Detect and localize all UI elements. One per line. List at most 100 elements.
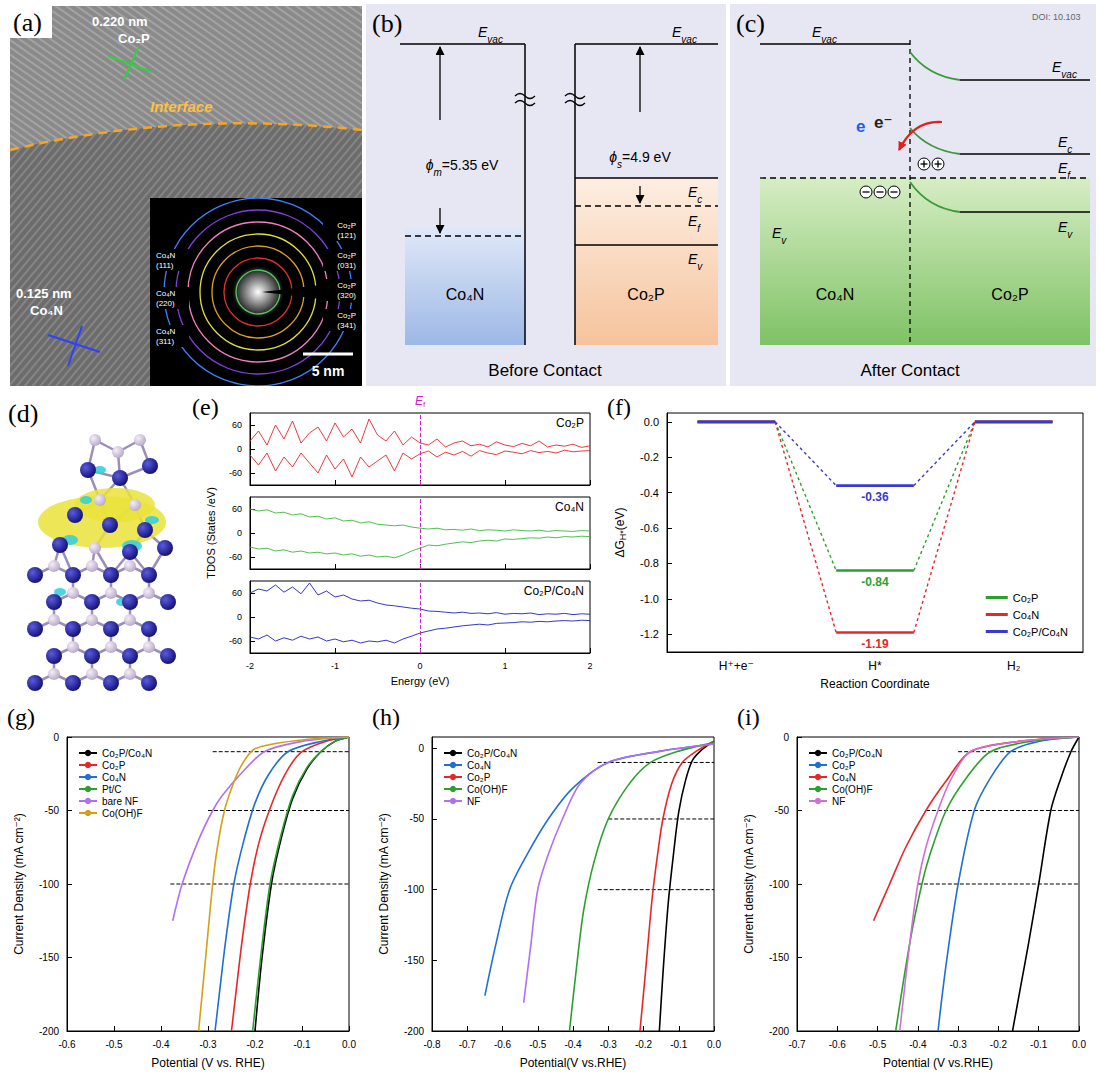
- svg-text:-60: -60: [229, 552, 242, 562]
- svg-text:-0.6: -0.6: [829, 1039, 847, 1050]
- svg-text:-0.3: -0.3: [950, 1039, 968, 1050]
- svg-text:-0.7: -0.7: [459, 1039, 477, 1050]
- svg-text:0: 0: [417, 661, 422, 671]
- svg-text:Ec: Ec: [1058, 134, 1072, 155]
- svg-text:-0.6: -0.6: [640, 522, 659, 534]
- svg-text:Co₄N: Co₄N: [156, 289, 175, 298]
- svg-text:-150: -150: [769, 952, 789, 963]
- svg-text:-0.6: -0.6: [494, 1039, 512, 1050]
- svg-text:Co₄N: Co₄N: [30, 303, 63, 318]
- svg-text:60: 60: [232, 504, 242, 514]
- svg-text:(c): (c): [736, 9, 765, 38]
- svg-text:-0.3: -0.3: [199, 1039, 217, 1050]
- svg-text:-50: -50: [45, 805, 60, 816]
- svg-text:Energy (eV): Energy (eV): [391, 675, 450, 687]
- svg-text:(220): (220): [156, 299, 175, 308]
- svg-text:(341): (341): [337, 321, 356, 330]
- svg-text:-0.84: -0.84: [861, 575, 889, 589]
- svg-text:-1: -1: [331, 661, 339, 671]
- svg-text:-200: -200: [769, 1026, 789, 1037]
- svg-text:Co(OH)F: Co(OH)F: [102, 808, 143, 819]
- svg-text:H*: H*: [868, 659, 882, 673]
- svg-text:Co₂P: Co₂P: [832, 760, 856, 771]
- svg-text:Co₄N: Co₄N: [156, 327, 175, 336]
- svg-text:-100: -100: [404, 884, 424, 895]
- svg-text:Reaction Coordinate: Reaction Coordinate: [820, 677, 930, 691]
- svg-text:0: 0: [783, 732, 789, 743]
- svg-text:Evac: Evac: [812, 24, 837, 45]
- svg-text:Co₂P: Co₂P: [991, 286, 1028, 303]
- svg-text:0: 0: [237, 612, 242, 622]
- svg-text:(320): (320): [337, 291, 356, 300]
- svg-text:bare NF: bare NF: [102, 796, 138, 807]
- svg-text:NF: NF: [832, 796, 845, 807]
- svg-text:-0.4: -0.4: [564, 1039, 582, 1050]
- svg-text:-100: -100: [39, 879, 59, 890]
- svg-text:-0.1: -0.1: [1030, 1039, 1048, 1050]
- svg-text:Co₄N: Co₄N: [816, 286, 855, 303]
- svg-text:Co₂P/Co₄N: Co₂P/Co₄N: [467, 748, 517, 759]
- svg-text:(311): (311): [156, 337, 174, 346]
- svg-text:(i): (i): [737, 705, 760, 730]
- svg-text:(g): (g): [7, 705, 35, 730]
- svg-text:0: 0: [53, 732, 59, 743]
- svg-text:(d): (d): [8, 399, 38, 428]
- svg-text:-0.8: -0.8: [423, 1039, 441, 1050]
- svg-text:Co₂P: Co₂P: [1013, 592, 1039, 604]
- svg-text:-60: -60: [229, 468, 242, 478]
- svg-text:Co₄N: Co₄N: [156, 251, 175, 260]
- svg-text:-60: -60: [229, 636, 242, 646]
- svg-text:(eV): (eV): [613, 507, 627, 530]
- svg-text:-50: -50: [410, 813, 425, 824]
- svg-text:Co₂P: Co₂P: [118, 31, 150, 46]
- svg-text:Co₄N: Co₄N: [467, 760, 491, 771]
- svg-text:-0.1: -0.1: [670, 1039, 688, 1050]
- svg-text:Evac: Evac: [672, 24, 697, 45]
- svg-text:Ef: Ef: [1058, 160, 1071, 181]
- svg-text:Current Density (mA cm⁻²): Current Density (mA cm⁻²): [377, 813, 391, 955]
- svg-text:0.0: 0.0: [1072, 1039, 1086, 1050]
- svg-text:-150: -150: [404, 955, 424, 966]
- svg-text:-0.1: -0.1: [293, 1039, 311, 1050]
- svg-text:Co₄N: Co₄N: [832, 772, 856, 783]
- svg-text:5 nm: 5 nm: [312, 363, 345, 379]
- svg-text:-0.4: -0.4: [909, 1039, 927, 1050]
- svg-text:Before Contact: Before Contact: [488, 361, 602, 380]
- svg-text:-0.7: -0.7: [788, 1039, 806, 1050]
- svg-text:Pt/C: Pt/C: [102, 784, 121, 795]
- svg-text:Interface: Interface: [150, 98, 213, 115]
- svg-text:ϕs=4.9 eV: ϕs=4.9 eV: [609, 149, 671, 170]
- svg-text:Potential (V vs. RHE): Potential (V vs. RHE): [151, 1056, 264, 1070]
- svg-text:ϕm=5.35 eV: ϕm=5.35 eV: [426, 157, 499, 178]
- svg-text:0: 0: [237, 528, 242, 538]
- svg-text:Co₂P: Co₂P: [556, 416, 584, 430]
- svg-text:Co₄N: Co₄N: [1013, 609, 1040, 621]
- svg-text:-0.36: -0.36: [861, 490, 889, 504]
- svg-text:Ef: Ef: [688, 213, 701, 234]
- svg-text:(h): (h): [372, 705, 400, 730]
- svg-text:-0.3: -0.3: [600, 1039, 618, 1050]
- svg-text:Co₂P/Co₄N: Co₂P/Co₄N: [832, 748, 882, 759]
- svg-text:-0.4: -0.4: [152, 1039, 170, 1050]
- svg-text:Co₂P: Co₂P: [627, 286, 664, 303]
- svg-text:(031): (031): [337, 261, 356, 270]
- svg-text:H₂: H₂: [1007, 659, 1021, 673]
- svg-text:-0.4: -0.4: [640, 487, 659, 499]
- svg-text:-0.2: -0.2: [635, 1039, 653, 1050]
- svg-text:Evac: Evac: [478, 24, 503, 45]
- svg-text:-0.2: -0.2: [640, 451, 659, 463]
- svg-text:Co₂P: Co₂P: [337, 281, 356, 290]
- svg-text:Co₄N: Co₄N: [102, 772, 126, 783]
- svg-text:-2: -2: [246, 661, 254, 671]
- svg-text:-100: -100: [769, 879, 789, 890]
- svg-text:(b): (b): [372, 9, 402, 38]
- svg-text:Co₂P: Co₂P: [337, 311, 356, 320]
- svg-text:DOI: 10.103: DOI: 10.103: [1032, 12, 1081, 22]
- svg-text:-200: -200: [404, 1026, 424, 1037]
- svg-text:-0.6: -0.6: [58, 1039, 76, 1050]
- svg-text:0: 0: [237, 444, 242, 454]
- svg-text:(e): (e): [192, 395, 219, 420]
- svg-text:-50: -50: [775, 805, 790, 816]
- svg-text:f: f: [423, 400, 426, 409]
- svg-text:-0.5: -0.5: [105, 1039, 123, 1050]
